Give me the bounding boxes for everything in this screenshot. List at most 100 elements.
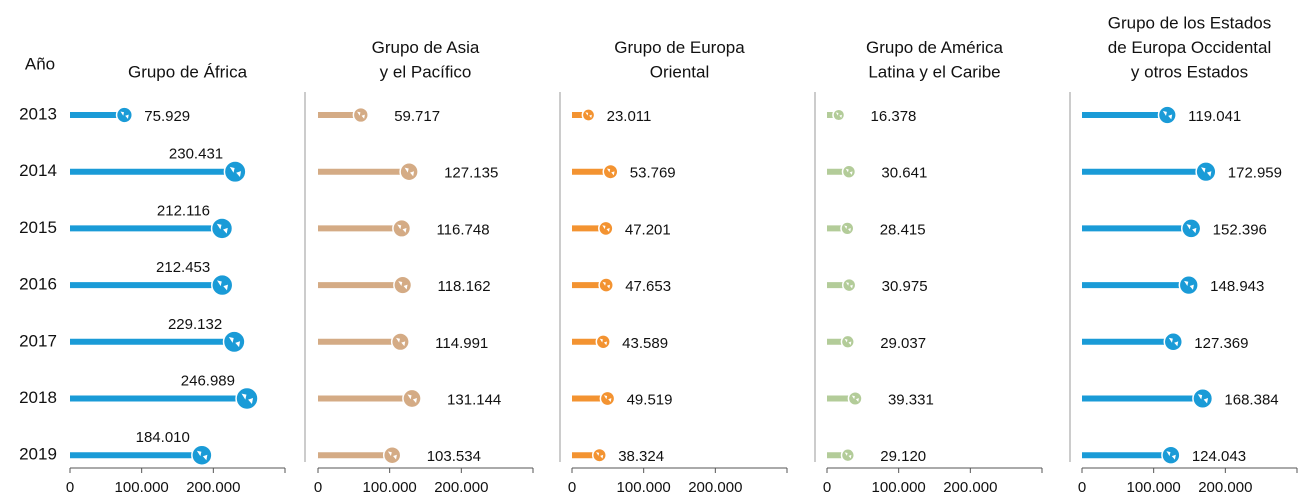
x-tick-label: 200.000 — [434, 479, 488, 496]
value-label: 30.641 — [881, 165, 927, 182]
globe-marker — [599, 390, 616, 407]
globe-marker — [1181, 218, 1202, 239]
value-label: 230.431 — [169, 146, 223, 163]
y-tick-label: 2013 — [19, 104, 57, 123]
globe-land — [357, 111, 365, 119]
panel-title: Latina y el Caribe — [868, 62, 1000, 81]
value-label: 53.769 — [630, 165, 676, 182]
globe-marker — [191, 444, 213, 466]
globe — [602, 163, 619, 180]
globe-marker — [595, 334, 611, 350]
x-tick-label: 100.000 — [363, 479, 417, 496]
globe — [841, 277, 857, 293]
y-tick-label: 2014 — [19, 161, 57, 180]
globe-land — [1166, 451, 1176, 460]
y-tick-label: 2016 — [19, 275, 57, 294]
globe-land — [217, 280, 229, 291]
globe-marker — [1157, 105, 1177, 125]
globe — [1181, 218, 1202, 239]
globe-land — [397, 224, 407, 233]
globe-land — [599, 338, 608, 346]
value-label: 127.135 — [444, 165, 498, 182]
globe — [393, 275, 413, 295]
globe-land — [1201, 167, 1212, 177]
globe-marker — [402, 388, 422, 409]
value-label: 103.534 — [427, 448, 481, 465]
value-label: 118.162 — [437, 278, 490, 295]
globe-land — [603, 395, 612, 403]
value-label: 119.041 — [1188, 108, 1241, 125]
globe-marker — [840, 448, 856, 463]
value-label: 168.384 — [1224, 391, 1278, 408]
x-tick-label: 200.000 — [688, 479, 742, 496]
globe — [352, 106, 369, 124]
globe-land — [1168, 337, 1179, 347]
value-label: 59.717 — [394, 108, 440, 125]
value-label: 47.201 — [625, 221, 671, 238]
y-tick-label: 2018 — [19, 388, 57, 407]
globe-marker — [598, 220, 614, 237]
globe — [1161, 445, 1181, 465]
globe — [222, 330, 246, 354]
globe-land — [228, 336, 241, 348]
globe — [832, 108, 846, 122]
globe-land — [229, 166, 242, 178]
x-tick-label: 200.000 — [1198, 479, 1252, 496]
y-axis-label: Año — [25, 54, 55, 73]
separators — [304, 92, 1071, 462]
value-label: 127.369 — [1194, 335, 1248, 352]
globe — [390, 332, 410, 352]
globe — [581, 108, 596, 122]
x-tick-label: 0 — [823, 479, 831, 496]
globe-marker — [841, 277, 857, 293]
globe-land — [216, 223, 228, 234]
value-label: 29.120 — [880, 448, 926, 465]
globe-marker — [392, 218, 412, 238]
x-tick-label: 100.000 — [115, 479, 169, 496]
globe-marker — [591, 447, 607, 463]
value-label: 246.989 — [181, 372, 235, 389]
y-tick-label: 2019 — [19, 445, 57, 464]
globe-land — [585, 112, 592, 119]
globe-marker — [352, 106, 369, 124]
value-label: 184.010 — [136, 429, 190, 446]
globe-land — [196, 450, 208, 461]
globe — [1157, 105, 1177, 125]
x-tick-label: 0 — [1078, 479, 1086, 496]
globe-marker — [1195, 161, 1217, 183]
globe-land — [844, 338, 852, 345]
globe-marker — [115, 106, 134, 124]
globe — [392, 218, 412, 238]
x-tick-label: 200.000 — [186, 479, 240, 496]
value-label: 124.043 — [1192, 448, 1246, 465]
x-tick-label: 100.000 — [617, 479, 671, 496]
value-label: 116.748 — [436, 221, 489, 238]
globe — [191, 444, 213, 466]
value-label: 148.943 — [1210, 278, 1264, 295]
x-tick-label: 100.000 — [1127, 479, 1181, 496]
panel-title: Grupo de Asia — [372, 38, 480, 57]
globe-marker — [1178, 274, 1199, 296]
globe-land — [845, 282, 853, 289]
panel-title: Oriental — [650, 62, 710, 81]
globe-marker — [847, 390, 863, 407]
globe-land — [596, 452, 604, 459]
value-label: 47.653 — [625, 278, 671, 295]
globe-land — [845, 168, 853, 175]
value-label: 38.324 — [618, 448, 664, 465]
globe — [840, 221, 855, 236]
globe-marker — [222, 330, 246, 354]
globe — [840, 334, 855, 349]
value-label: 229.132 — [168, 316, 222, 333]
value-label: 152.396 — [1213, 221, 1267, 238]
value-label: 114.991 — [435, 335, 488, 352]
globe-marker — [235, 386, 259, 411]
globe — [591, 447, 607, 463]
globe-land — [1184, 280, 1194, 290]
globe-marker — [390, 332, 410, 352]
globe-marker — [393, 275, 413, 295]
value-label: 212.116 — [157, 202, 210, 219]
globe-marker — [598, 277, 614, 293]
globe-land — [1197, 394, 1209, 404]
